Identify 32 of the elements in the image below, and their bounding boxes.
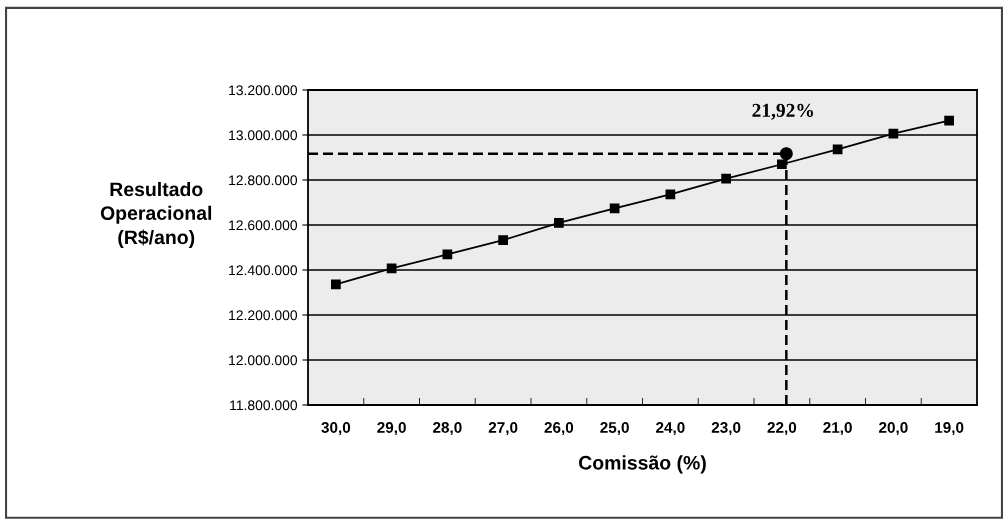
x-tick-label: 26,0 bbox=[544, 422, 574, 436]
x-tick-label: 29,0 bbox=[377, 422, 406, 436]
y-axis-title: Resultado Operacional (R$/ano) bbox=[100, 181, 212, 249]
y-tick-label: 12.000.000 bbox=[229, 355, 298, 366]
point bbox=[779, 147, 793, 161]
y-tick-label: 12.200.000 bbox=[229, 310, 298, 321]
x-tick-label: 23,0 bbox=[711, 422, 741, 436]
point bbox=[888, 128, 899, 139]
y-tick-label: 12.800.000 bbox=[229, 175, 298, 186]
point bbox=[721, 173, 731, 184]
y-tick-label: 13.000.000 bbox=[229, 130, 298, 141]
x-tick-label: 21,0 bbox=[823, 422, 852, 436]
point bbox=[331, 279, 341, 290]
point bbox=[609, 203, 620, 214]
x-tick-label: 28,0 bbox=[433, 422, 462, 436]
point bbox=[554, 218, 564, 228]
x-tick-label: 24,0 bbox=[656, 422, 685, 436]
point bbox=[944, 115, 954, 126]
x-tick-label: 22,0 bbox=[767, 422, 797, 436]
x-tick-label: 30,0 bbox=[321, 422, 351, 436]
x-tick-label: 19,0 bbox=[935, 422, 964, 436]
point bbox=[498, 235, 508, 245]
y-tick-label: 12.600.000 bbox=[229, 220, 298, 231]
x-tick-label: 25,0 bbox=[600, 422, 629, 436]
y-tick-label: 13.200.000 bbox=[229, 85, 298, 96]
y-tick-label: 12.400.000 bbox=[229, 265, 298, 276]
x-axis-title: Comissão (%) bbox=[579, 455, 706, 474]
x-tick-label: 27,0 bbox=[488, 422, 518, 436]
x-tick-label: 20,0 bbox=[879, 422, 908, 436]
annotation: 21,92% bbox=[752, 103, 813, 120]
point bbox=[777, 159, 787, 170]
y-tick-label: 11.800.000 bbox=[230, 400, 298, 411]
